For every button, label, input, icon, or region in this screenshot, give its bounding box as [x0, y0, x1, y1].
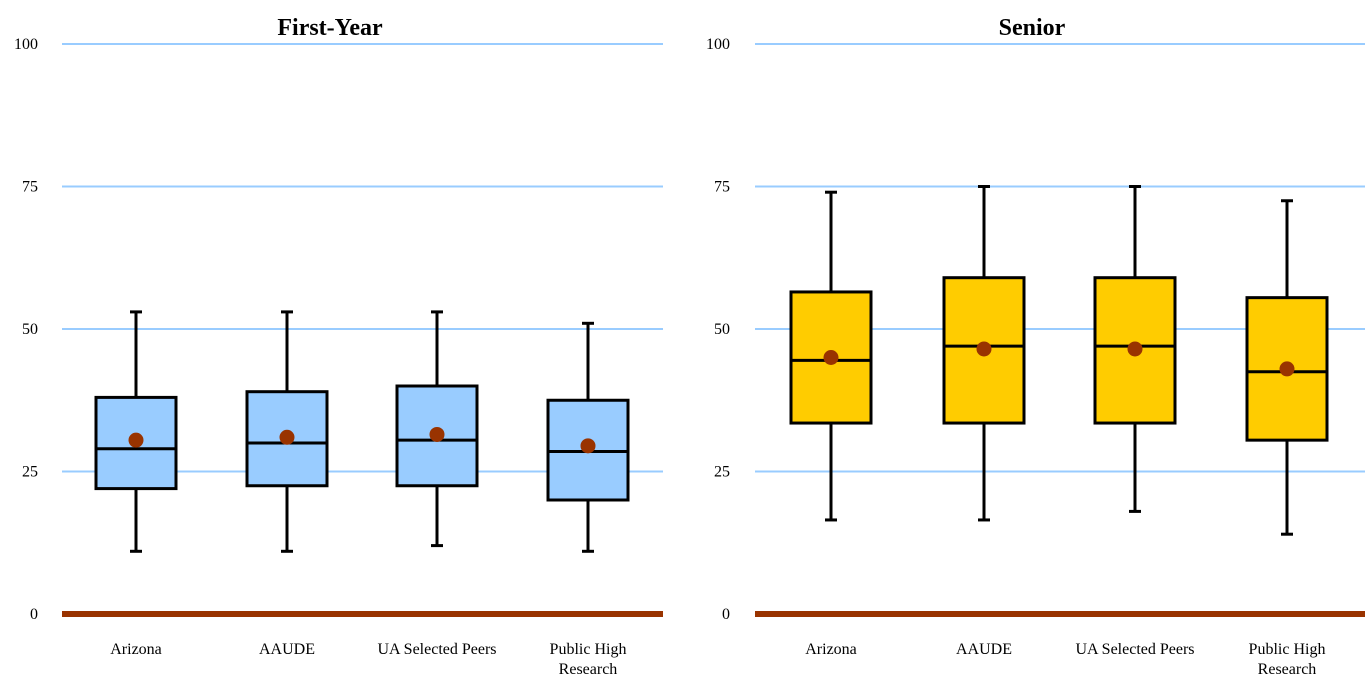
chart-title: Senior	[999, 15, 1066, 41]
box-plot-3	[1093, 185, 1177, 513]
mean-marker	[429, 426, 445, 442]
x-category-label-line: UA Selected Peers	[1075, 641, 1194, 658]
x-category-label: Arizona	[110, 641, 162, 658]
x-category-label: UA Selected Peers	[377, 641, 496, 658]
y-tick-label: 0	[30, 606, 38, 623]
x-category-label-line: AAUDE	[259, 641, 315, 658]
y-tick-label: 50	[714, 321, 730, 338]
x-category-label-line: Research	[1258, 661, 1317, 678]
x-category-label: AAUDE	[259, 641, 315, 658]
box-plot-1	[94, 310, 178, 553]
iqr-box	[94, 395, 178, 491]
mean-marker	[1127, 341, 1143, 357]
x-category-label: Public High Research	[1249, 641, 1326, 678]
chart-panel-2: Senior 0 25 50 75 100 Arizona AAUDE UA Selected …	[706, 15, 1365, 678]
x-category-label-line: Research	[559, 661, 618, 678]
x-category-label-line: UA Selected Peers	[377, 641, 496, 658]
chart-panel-1: First-Year 0 25 50 75 100 Arizona AAUDE UA Selec…	[14, 15, 663, 678]
y-tick-label: 0	[722, 606, 730, 623]
x-category-label: Arizona	[805, 641, 857, 658]
x-category-label-line: Arizona	[805, 641, 857, 658]
mean-marker	[580, 438, 596, 454]
box-plot-2	[942, 185, 1026, 522]
mean-marker	[823, 350, 839, 365]
y-tick-label: 75	[714, 179, 730, 196]
box-plot-4	[1245, 199, 1329, 536]
x-category-label: AAUDE	[956, 641, 1012, 658]
x-category-label-line: Arizona	[110, 641, 162, 658]
x-category-label-line: Public High	[550, 641, 627, 658]
y-tick-label: 25	[22, 464, 38, 481]
box-plot-3	[395, 310, 479, 548]
x-category-label: Public High Research	[550, 641, 627, 678]
y-tick-label: 75	[22, 179, 38, 196]
mean-marker	[976, 341, 992, 357]
x-category-label-line: AAUDE	[956, 641, 1012, 658]
x-category-label-line: Public High	[1249, 641, 1326, 658]
mean-marker	[279, 429, 295, 445]
mean-marker	[1279, 361, 1295, 377]
chart-title: First-Year	[277, 15, 383, 41]
box-plot-1	[789, 190, 873, 522]
y-tick-label: 100	[14, 36, 38, 53]
mean-marker	[128, 432, 144, 448]
x-category-label: UA Selected Peers	[1075, 641, 1194, 658]
y-tick-label: 50	[22, 321, 38, 338]
box-plot-2	[245, 310, 329, 553]
y-tick-label: 25	[714, 464, 730, 481]
box-plot-4	[546, 321, 630, 553]
y-tick-label: 100	[706, 36, 730, 53]
